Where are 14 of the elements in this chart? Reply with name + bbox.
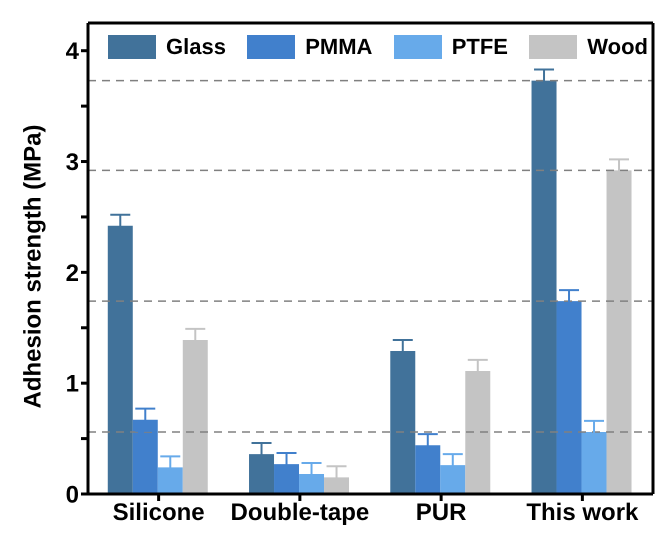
legend-label: PMMA: [305, 34, 372, 60]
legend-label: Glass: [166, 34, 226, 60]
y-tick-label: 0: [66, 482, 79, 509]
x-tick-label: This work: [526, 499, 640, 526]
x-tick-label: PUR: [416, 499, 466, 526]
y-tick-label: 1: [66, 370, 79, 398]
legend-label: Wood: [587, 34, 648, 60]
x-tick-label: Double-tape: [230, 499, 370, 526]
x-tick-label: Silicone: [112, 499, 205, 526]
y-tick-label: 2: [66, 260, 79, 287]
y-tick-label: 4: [66, 38, 80, 66]
y-axis-title: Adhesion strength (MPa): [20, 124, 47, 408]
y-tick-label: 3: [66, 149, 79, 176]
legend-label: PTFE: [452, 34, 508, 60]
